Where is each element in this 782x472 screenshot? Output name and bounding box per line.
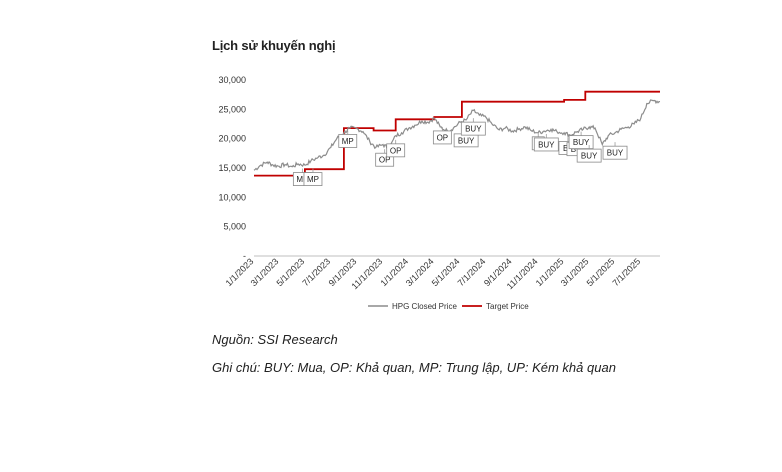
svg-text:OP: OP bbox=[379, 156, 391, 165]
svg-text:MP: MP bbox=[307, 175, 319, 184]
svg-text:BUY: BUY bbox=[581, 152, 598, 161]
svg-text:MP: MP bbox=[296, 175, 308, 184]
recommendation-annotations: MPMPMPOPOPOPBUYBUYCBUYBLBUYBUYBUYBUY bbox=[292, 118, 628, 186]
y-tick-label: 5,000 bbox=[223, 222, 246, 232]
y-tick-label: 30,000 bbox=[218, 75, 246, 85]
svg-text:BUY: BUY bbox=[538, 140, 555, 149]
svg-text:BUY: BUY bbox=[607, 149, 624, 158]
legend-note: Ghi chú: BUY: Mua, OP: Khả quan, MP: Tru… bbox=[212, 360, 616, 375]
y-tick-label: 15,000 bbox=[218, 163, 246, 173]
y-tick-label: 20,000 bbox=[218, 134, 246, 144]
svg-text:BUY: BUY bbox=[458, 136, 475, 145]
recommendation-label: MP bbox=[303, 168, 323, 186]
x-tick-label: 7/1/2025 bbox=[610, 256, 642, 288]
recommendation-label: MP bbox=[338, 130, 358, 148]
recommendation-label: BUY bbox=[568, 131, 594, 150]
svg-text:MP: MP bbox=[342, 137, 354, 146]
legend-target-label: Target Price bbox=[486, 302, 529, 311]
svg-text:OP: OP bbox=[390, 146, 402, 155]
chart-title: Lịch sử khuyến nghị bbox=[212, 38, 336, 53]
legend-price-label: HPG Closed Price bbox=[392, 302, 457, 311]
recommendation-label: BUY bbox=[602, 142, 628, 160]
recommendation-label: BUY bbox=[533, 133, 559, 152]
chart-legend: HPG Closed Price Target Price bbox=[368, 302, 529, 311]
x-axis-labels: 1/1/20233/1/20235/1/20237/1/20239/1/2023… bbox=[224, 256, 643, 291]
recommendation-label: OP bbox=[386, 139, 406, 158]
source-note: Nguồn: SSI Research bbox=[212, 332, 338, 347]
hpg-price-line bbox=[253, 99, 661, 171]
y-tick-label: - bbox=[243, 251, 246, 261]
y-tick-label: 25,000 bbox=[218, 104, 246, 114]
svg-text:BUY: BUY bbox=[465, 125, 482, 134]
svg-text:OP: OP bbox=[437, 133, 449, 142]
target-price-line bbox=[254, 90, 660, 177]
y-axis-labels: - 5,000 10,000 15,000 20,000 25,000 30,000 bbox=[218, 75, 246, 261]
x-tick-label: 7/1/2023 bbox=[300, 256, 332, 288]
recommendation-label: BUY bbox=[460, 118, 486, 136]
svg-text:BUY: BUY bbox=[573, 138, 590, 147]
x-tick-label: 7/1/2024 bbox=[456, 256, 488, 288]
recommendation-label: OP bbox=[432, 126, 452, 145]
recommendation-label: BUY bbox=[576, 145, 602, 163]
y-tick-label: 10,000 bbox=[218, 192, 246, 202]
